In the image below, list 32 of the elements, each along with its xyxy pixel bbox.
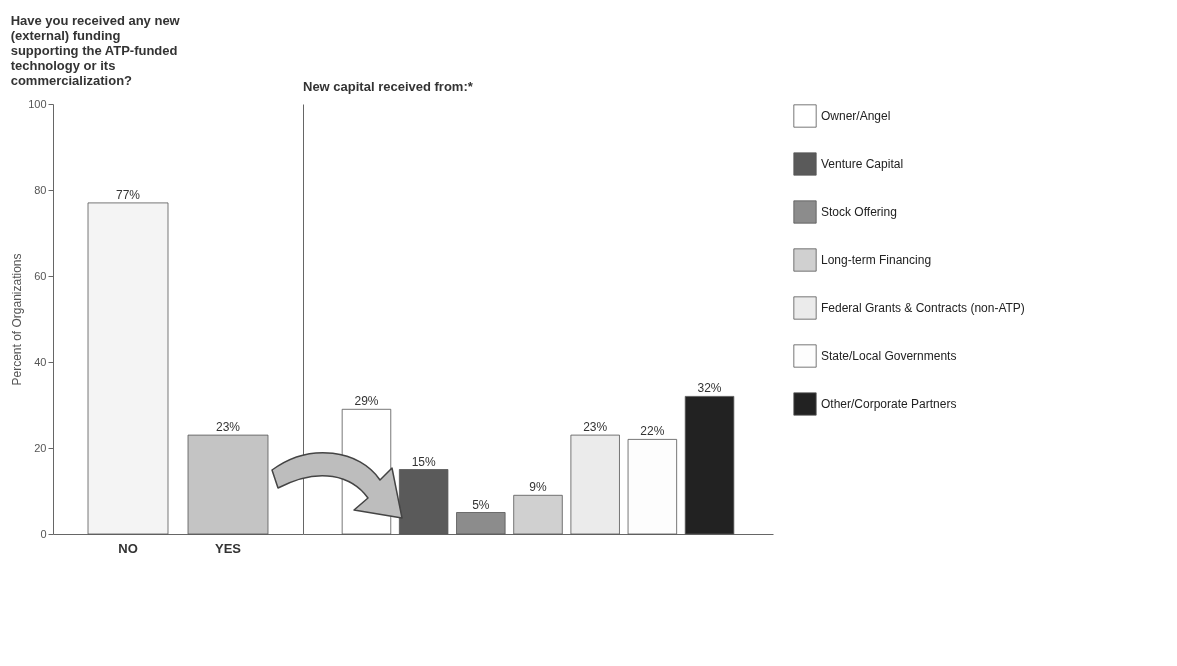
- legend-label: Long-term Financing: [821, 253, 932, 267]
- bar: [684, 396, 735, 535]
- y-tick-label: 60: [34, 269, 47, 282]
- data-label: 23%: [215, 420, 241, 435]
- y-axis-title: Percent of Organizations: [10, 253, 25, 386]
- legend-label: Stock Offering: [821, 205, 897, 219]
- legend-label: Owner/Angel: [821, 109, 891, 123]
- chart-title: New capital received from:*: [303, 79, 474, 94]
- y-tick-label: 100: [28, 97, 47, 110]
- legend-label: Federal Grants & Contracts (non-ATP): [821, 301, 1025, 315]
- legend-label: Venture Capital: [821, 157, 904, 171]
- data-label: 5%: [472, 497, 490, 512]
- data-label: 23%: [583, 420, 608, 435]
- legend-label: Other/Corporate Partners: [821, 397, 957, 411]
- y-tick-label: 20: [34, 441, 47, 454]
- bar: [513, 494, 563, 535]
- y-tick-label: 80: [34, 183, 47, 196]
- legend-label: State/Local Governments: [821, 349, 957, 363]
- bar: [570, 434, 620, 535]
- data-label: 9%: [529, 480, 547, 495]
- chart-title: Have you received any new (external) funding supporting the ATP-funded technology or its commercialization?: [10, 13, 181, 88]
- data-label: 77%: [115, 187, 141, 202]
- data-label: 29%: [354, 394, 379, 409]
- bar: [456, 512, 506, 535]
- bar: [627, 439, 678, 535]
- y-tick-label: 40: [34, 355, 47, 368]
- data-label: 15%: [411, 454, 436, 469]
- data-label: 32%: [697, 381, 722, 396]
- x-tick-label: YES: [214, 540, 242, 556]
- data-label: 22%: [640, 424, 665, 439]
- y-tick-label: 0: [40, 527, 47, 540]
- x-tick-label: NO: [118, 540, 138, 556]
